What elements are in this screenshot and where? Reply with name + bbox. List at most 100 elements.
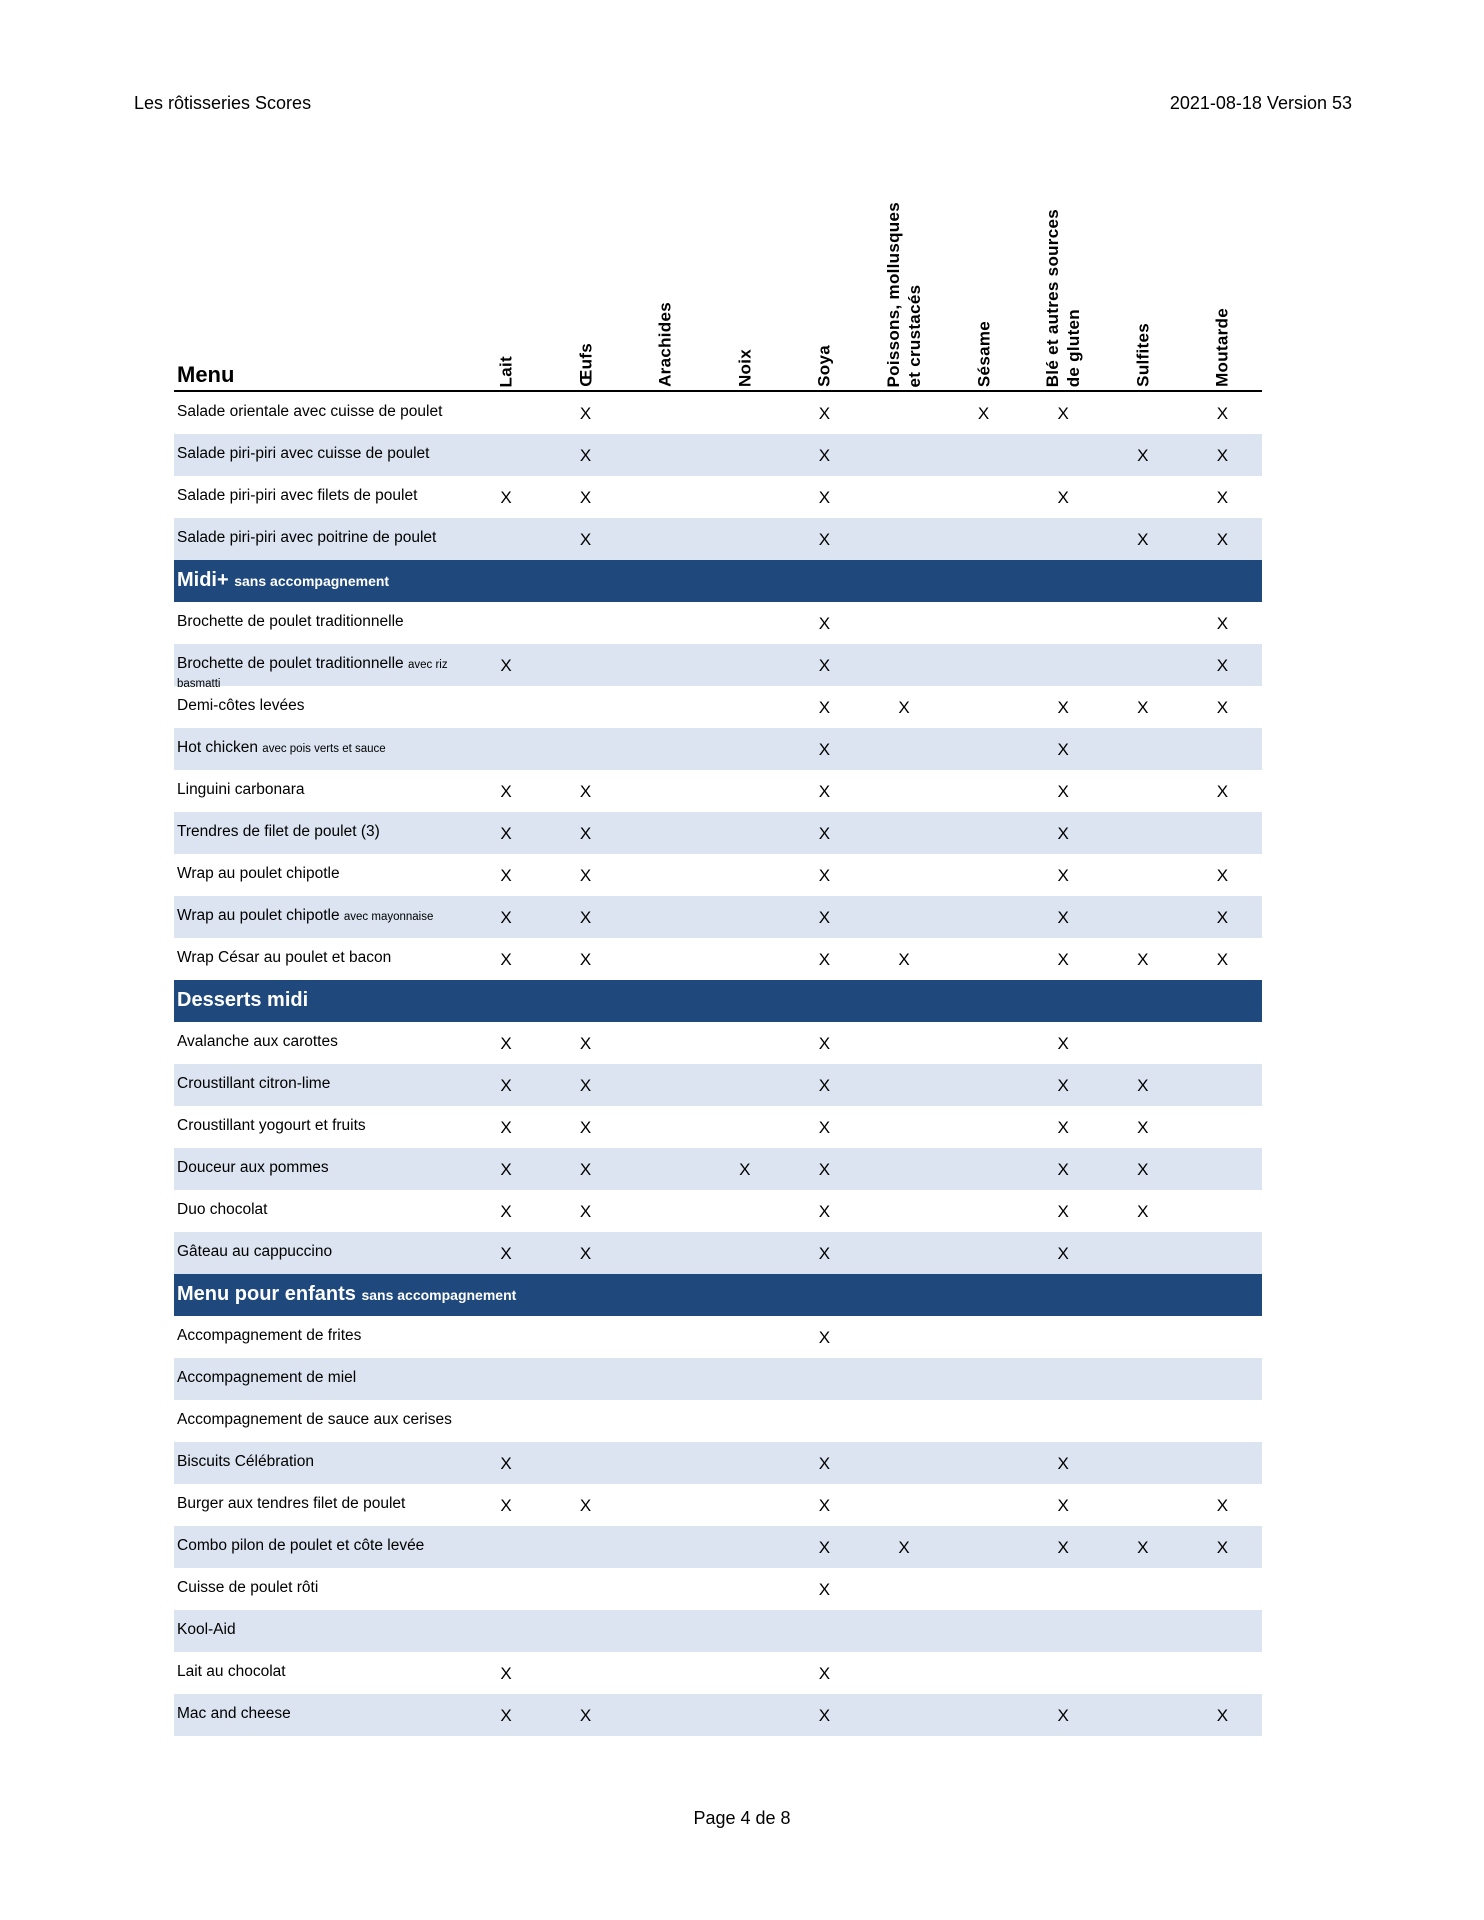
allergen-mark: X: [818, 1244, 831, 1263]
allergen-mark: X: [818, 446, 831, 465]
section-title-text: Desserts midi: [177, 989, 309, 1011]
allergen-mark: X: [579, 1496, 592, 1515]
table-row: Croustillant citron-lime X X X X X: [174, 1064, 1262, 1106]
menu-item-name: Douceur aux pommes: [177, 1159, 462, 1176]
table-row: Douceur aux pommes X X X X X X: [174, 1148, 1262, 1190]
table-row: Brochette de poulet traditionnelle X X: [174, 602, 1262, 644]
allergen-mark: X: [1216, 404, 1229, 423]
menu-item-name: Avalanche aux carottes: [177, 1033, 462, 1050]
menu-item-label: Avalanche aux carottes: [177, 1033, 338, 1050]
allergen-mark: X: [818, 1580, 831, 1599]
column-header-line: Arachides: [655, 302, 675, 387]
menu-item-label: Linguini carbonara: [177, 781, 305, 798]
allergen-mark: X: [500, 866, 512, 885]
allergen-column-header: Sulfites: [1103, 187, 1183, 387]
menu-item-name: Accompagnement de miel: [177, 1369, 462, 1386]
document-version: 2021-08-18 Version 53: [1169, 93, 1352, 113]
menu-item-label: Biscuits Célébration: [177, 1453, 314, 1470]
table-row: Accompagnement de frites X: [174, 1316, 1262, 1358]
allergen-mark: X: [1057, 698, 1069, 717]
allergen-mark: X: [1137, 698, 1149, 717]
allergen-mark: X: [579, 866, 592, 885]
section-title-text: Midi+: [177, 569, 229, 591]
allergen-mark: X: [500, 1202, 512, 1221]
section-title-text: Menu pour enfants: [177, 1283, 356, 1305]
allergen-mark: X: [1137, 1202, 1149, 1221]
table-row: Wrap au poulet chipotle X X X X X: [174, 854, 1262, 896]
menu-item-name: Hot chicken avec pois verts et sauce: [177, 739, 462, 758]
allergen-mark: X: [500, 1664, 512, 1683]
menu-item-note: avec mayonnaise: [343, 911, 434, 923]
allergen-mark: X: [818, 1076, 831, 1095]
allergen-mark: X: [818, 698, 831, 717]
allergen-mark: X: [1057, 1454, 1069, 1473]
menu-column-header: Menu: [177, 362, 235, 387]
allergen-mark: X: [818, 740, 831, 759]
menu-item-name: Duo chocolat: [177, 1201, 462, 1218]
allergen-mark: X: [1137, 1160, 1149, 1179]
allergen-mark: X: [500, 1076, 512, 1095]
allergen-mark: X: [1057, 824, 1069, 843]
allergen-column-header: Blé et autres sources de gluten: [1023, 187, 1103, 387]
allergen-mark: X: [1057, 1160, 1069, 1179]
table-row: Linguini carbonara X X X X X: [174, 770, 1262, 812]
menu-item-name: Salade piri-piri avec filets de poulet: [177, 487, 462, 504]
menu-item-name: Accompagnement de sauce aux cerises: [177, 1411, 462, 1428]
allergen-column-header: Poissons, mollusques et crustacés: [864, 187, 944, 388]
allergen-mark: X: [500, 488, 512, 507]
menu-item-label: Hot chicken: [177, 739, 258, 756]
section-title: Midi+ sans accompagnement: [177, 569, 389, 592]
allergen-mark: X: [818, 1034, 831, 1053]
allergen-mark: X: [579, 950, 592, 969]
menu-item-label: Accompagnement de frites: [177, 1327, 362, 1344]
menu-item-label: Brochette de poulet traditionnelle: [177, 655, 404, 672]
allergen-mark: X: [1057, 1496, 1069, 1515]
allergen-mark: X: [1057, 1706, 1069, 1725]
section-subtitle: sans accompagnement: [361, 1287, 517, 1303]
allergen-mark: X: [1216, 656, 1229, 675]
column-header-line: Lait: [496, 355, 516, 387]
menu-item-label: Wrap César au poulet et bacon: [177, 949, 392, 966]
allergen-mark: X: [1216, 950, 1229, 969]
document-title: Les rôtisseries Scores: [134, 93, 312, 113]
allergen-table: Menu Lait Œufs Arachides Noix Soya Poissons, …: [174, 190, 1262, 1736]
allergen-column-header: Arachides: [625, 187, 705, 387]
allergen-mark: X: [818, 656, 831, 675]
menu-item-label: Accompagnement de miel: [177, 1369, 357, 1386]
allergen-mark: X: [1057, 1244, 1069, 1263]
menu-item-note: avec pois verts et sauce: [262, 743, 386, 755]
table-row: Accompagnement de miel: [174, 1358, 1262, 1400]
allergen-mark: X: [1137, 1538, 1149, 1557]
table-row: Mac and cheese X X X X X: [174, 1694, 1262, 1736]
allergen-mark: X: [1216, 488, 1229, 507]
menu-item-name: Wrap au poulet chipotle: [177, 865, 462, 882]
allergen-mark: X: [818, 1328, 831, 1347]
allergen-mark: X: [579, 530, 592, 549]
allergen-mark: X: [579, 1118, 592, 1137]
menu-item-label: Burger aux tendres filet de poulet: [177, 1495, 406, 1512]
menu-item-label: Douceur aux pommes: [177, 1159, 329, 1176]
menu-item-label: Brochette de poulet traditionnelle: [177, 613, 404, 630]
column-header-line: Noix: [735, 348, 755, 387]
allergen-mark: X: [1216, 530, 1229, 549]
menu-item-label: Lait au chocolat: [177, 1663, 286, 1680]
menu-item-label: Mac and cheese: [177, 1705, 291, 1722]
column-header-line: Œufs: [576, 343, 596, 387]
allergen-mark: X: [1057, 740, 1069, 759]
allergen-mark: X: [818, 866, 831, 885]
menu-item-label: Accompagnement de sauce aux cerises: [177, 1411, 452, 1428]
table-row: Combo pilon de poulet et côte levée X X X X X: [174, 1526, 1262, 1568]
column-header-line: Blé et autres sources: [1043, 208, 1063, 387]
menu-item-name: Biscuits Célébration: [177, 1453, 462, 1470]
allergen-mark: X: [579, 1706, 592, 1725]
allergen-mark: X: [500, 1160, 512, 1179]
menu-item-label: Trendres de filet de poulet (3): [177, 823, 380, 840]
menu-item-label: Wrap au poulet chipotle: [177, 907, 340, 924]
allergen-mark: X: [898, 698, 910, 717]
allergen-mark: X: [500, 656, 512, 675]
allergen-mark: X: [818, 1664, 831, 1683]
menu-item-name: Combo pilon de poulet et côte levée: [177, 1537, 462, 1554]
allergen-mark: X: [579, 404, 592, 423]
table-row: Trendres de filet de poulet (3) X X X X: [174, 812, 1262, 854]
menu-item-label: Cuisse de poulet rôti: [177, 1579, 319, 1596]
